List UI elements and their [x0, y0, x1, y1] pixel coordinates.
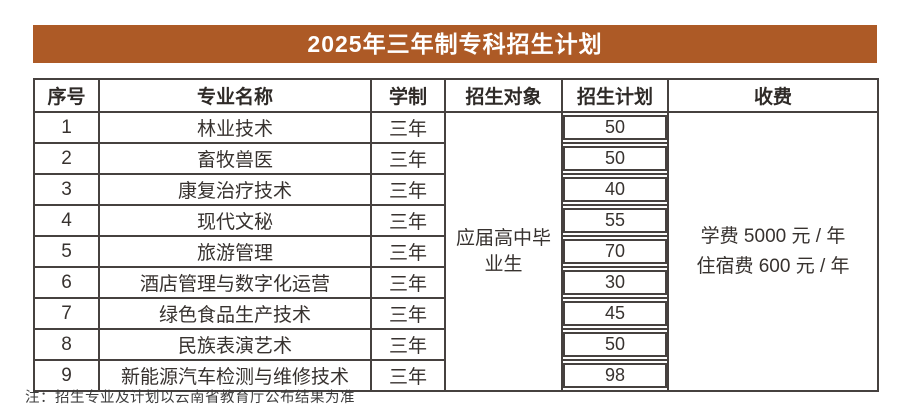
column-header-fees: 收费 [667, 78, 879, 113]
duration-cell: 三年 [370, 359, 446, 392]
duration-cell: 三年 [370, 111, 446, 144]
plan-count-cell: 30 [561, 266, 669, 299]
plan-count-box: 98 [564, 363, 666, 388]
major-name-cell: 林业技术 [98, 111, 372, 144]
enrollment-target-text: 应届高中毕业生 [455, 227, 551, 275]
major-name-cell: 民族表演艺术 [98, 328, 372, 361]
accommodation-fee-text: 住宿费 600 元 / 年 [696, 255, 850, 277]
row-number-cell: 3 [33, 173, 100, 206]
fees-cell: 学费 5000 元 / 年 住宿费 600 元 / 年 [667, 111, 879, 392]
plan-count-cell: 98 [561, 359, 669, 392]
enrollment-target-cell: 应届高中毕业生 [444, 111, 563, 392]
plan-count-cell: 50 [561, 111, 669, 144]
table-row: 5 旅游管理 三年 70 [33, 235, 878, 268]
table-row: 1 林业技术 三年 应届高中毕业生 50 学费 5000 元 / 年 住宿费 6… [33, 111, 879, 392]
row-number-cell: 5 [33, 235, 100, 268]
row-number-cell: 9 [33, 359, 100, 392]
duration-cell: 三年 [370, 204, 446, 237]
table-row: 6 酒店管理与数字化运营 三年 30 [33, 266, 878, 299]
duration-cell: 三年 [370, 235, 446, 268]
row-number-cell: 7 [33, 297, 100, 330]
major-name-cell: 旅游管理 [98, 235, 372, 268]
plan-count-box: 50 [564, 332, 666, 357]
row-number-cell: 4 [33, 204, 100, 237]
plan-count-cell: 50 [561, 328, 669, 361]
major-name-cell: 畜牧兽医 [98, 142, 372, 175]
table-row: 4 现代文秘 三年 55 [33, 204, 878, 237]
plan-count-box: 40 [564, 177, 666, 202]
major-name-cell: 绿色食品生产技术 [98, 297, 372, 330]
title-banner: 2025年三年制专科招生计划 [33, 25, 877, 63]
plan-count-box: 70 [564, 239, 666, 264]
table-header-row: 序号 专业名称 学制 招生对象 招生计划 收费 [33, 78, 879, 113]
column-header-duration: 学制 [370, 78, 446, 113]
table-row: 7 绿色食品生产技术 三年 45 [33, 297, 878, 330]
table-row: 2 畜牧兽医 三年 50 [33, 142, 878, 175]
duration-cell: 三年 [370, 266, 446, 299]
page-title: 2025年三年制专科招生计划 [307, 30, 603, 57]
major-name-cell: 现代文秘 [98, 204, 372, 237]
table-row: 8 民族表演艺术 三年 50 [33, 328, 878, 361]
plan-count-box: 55 [564, 208, 666, 233]
table-row: 3 康复治疗技术 三年 40 [33, 173, 878, 206]
plan-count-cell: 70 [561, 235, 669, 268]
tuition-fee-text: 学费 5000 元 / 年 [700, 226, 846, 248]
duration-cell: 三年 [370, 173, 446, 206]
row-number-cell: 2 [33, 142, 100, 175]
table-row: 9 新能源汽车检测与维修技术 三年 98 [33, 359, 878, 392]
major-name-cell: 新能源汽车检测与维修技术 [98, 359, 372, 392]
footnote: 注：招生专业及计划以云南省教育厅公布结果为准 [25, 390, 355, 406]
major-name-cell: 酒店管理与数字化运营 [98, 266, 372, 299]
plan-count-box: 45 [564, 301, 666, 326]
row-number-cell: 6 [33, 266, 100, 299]
plan-count-box: 50 [564, 146, 666, 171]
row-number-cell: 8 [33, 328, 100, 361]
duration-cell: 三年 [370, 142, 446, 175]
enrollment-table: 序号 专业名称 学制 招生对象 招生计划 收费 1 林业技术 三年 应届高中毕业… [33, 78, 879, 392]
column-header-plan: 招生计划 [561, 78, 669, 113]
column-header-no: 序号 [33, 78, 100, 113]
major-name-cell: 康复治疗技术 [98, 173, 372, 206]
duration-cell: 三年 [370, 328, 446, 361]
column-header-major: 专业名称 [98, 78, 372, 113]
plan-count-cell: 55 [561, 204, 669, 237]
plan-count-cell: 45 [561, 297, 669, 330]
plan-count-box: 50 [564, 115, 666, 140]
row-number-cell: 1 [33, 111, 100, 144]
column-header-target: 招生对象 [444, 78, 563, 113]
plan-count-cell: 40 [561, 173, 669, 206]
duration-cell: 三年 [370, 297, 446, 330]
plan-count-cell: 50 [561, 142, 669, 175]
plan-count-box: 30 [564, 270, 666, 295]
